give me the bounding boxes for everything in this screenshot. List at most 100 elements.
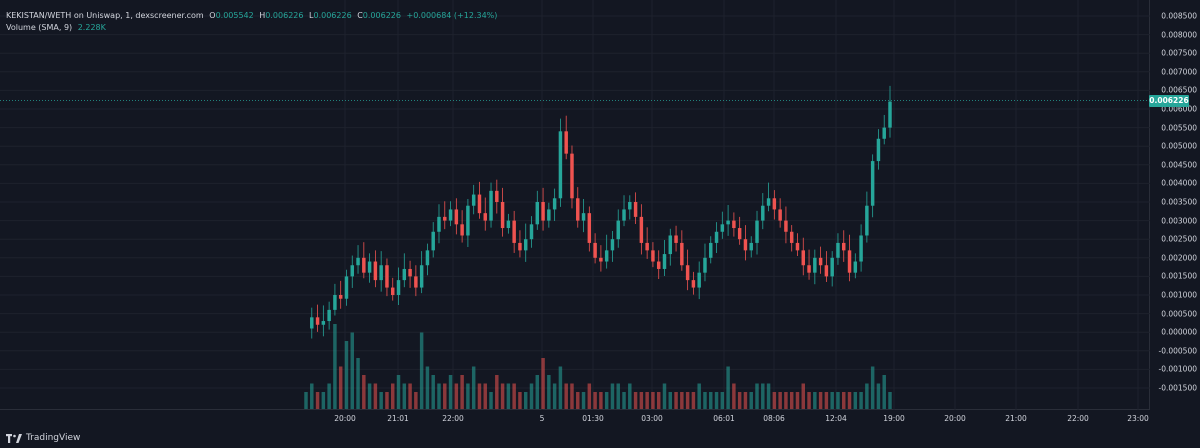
volume-bar [489,392,493,409]
candle-body [570,153,574,199]
time-axis-tick-label: 5 [539,414,545,423]
volume-bar [437,383,441,409]
volume-bar [529,383,534,409]
candle-body [558,131,563,199]
candle-body [772,198,777,210]
volume-bar [599,392,603,409]
candle-body [870,161,875,206]
candle-body [662,254,667,269]
volume-bar [477,383,482,409]
candle-body [315,317,320,325]
volume-bar [732,383,736,409]
price-chart[interactable] [0,0,1150,410]
volume-bar [576,392,580,409]
volume-bar [460,375,464,409]
volume-bar [876,383,881,409]
volume-bar [506,383,511,409]
candle-body [385,265,389,288]
price-axis-tick-label: 0.005500 [1161,123,1197,133]
candle-body [495,190,499,202]
volume-bar [680,392,684,409]
volume-bar [766,383,771,409]
candle-body [489,190,493,221]
time-axis[interactable]: 20:00 21:01 22:00 5 01:30 03:00 06:01 08:06 12:0… [0,410,1150,428]
volume-bar [425,366,430,409]
chart-pane[interactable]: KEKISTAN/WETH on Uniswap, 1, dexscreener… [0,0,1150,410]
volume-bar [789,392,794,409]
candle-body [448,209,453,221]
volume-bar [385,392,389,409]
volume-bar [847,392,852,409]
candle-body [656,261,661,269]
candle-body [443,216,447,221]
candle-body [593,242,597,258]
volume-bar [367,383,372,409]
candle-body [373,261,378,281]
candle-body [714,231,719,243]
candle-body [419,265,424,288]
time-axis-tick-label: 22:00 [442,414,464,423]
candle-body [853,261,858,273]
volume-bar [691,392,696,409]
volume-bar [685,392,690,409]
legend-open-label: O [209,11,216,20]
price-axis-tick-label: 0.002500 [1161,234,1197,244]
volume-bar [888,392,892,409]
candle-body [778,209,782,221]
time-axis-tick-label: 01:30 [582,414,604,423]
current-price-badge: 0.006226 [1149,94,1189,107]
candle-body [390,287,395,295]
volume-bar [616,383,620,409]
volume-bar [547,375,551,409]
volume-bar [396,375,401,409]
volume-bar [813,392,817,409]
tradingview-brand[interactable]: TradingView [6,431,80,445]
candle-body [327,309,331,322]
candle-body [807,265,811,273]
candle-body [454,209,459,225]
price-axis-tick-label: 0.003000 [1161,216,1197,226]
volume-bar [737,392,742,409]
candle-body [477,194,482,214]
price-axis-tick-label: 0.004000 [1161,178,1197,188]
candle-body [344,276,349,299]
time-axis-tick-label: 19:00 [883,414,905,423]
candle-body [836,242,840,258]
volume-bar [390,383,395,409]
volume-bar [749,392,753,409]
candle-body [338,295,343,299]
legend-close-label: C [357,11,363,20]
volume-bar [604,392,609,409]
candle-body [587,213,592,243]
candle-body [547,209,551,221]
candle-body [761,205,765,221]
chart-legend: KEKISTAN/WETH on Uniswap, 1, dexscreener… [6,10,497,34]
candle-body [830,257,834,277]
legend-change: +0.000684 (+12.34%) [406,11,498,20]
volume-bar [830,392,834,409]
price-axis[interactable]: 0.008500 0.008000 0.007500 0.007000 0.006500… [1150,0,1200,410]
legend-volume-label[interactable]: Volume (SMA, 9) [6,23,73,32]
candle-body [552,198,557,210]
volume-bar [356,358,360,409]
candle-body [842,242,846,251]
candle-body [581,213,586,221]
candle-body [333,295,337,310]
legend-open-value: 0.005542 [215,11,254,20]
volume-bar [772,392,777,409]
candle-body [471,194,476,206]
candle-body [425,250,430,266]
candle-body [674,235,678,243]
candle-body [824,265,829,277]
volume-bar [853,392,858,409]
price-axis-tick-label: 0.004500 [1161,160,1197,170]
volume-bar [448,375,453,409]
volume-bar [761,383,765,409]
legend-symbol[interactable]: KEKISTAN/WETH on Uniswap, 1, dexscreener… [6,11,204,20]
volume-bar [523,392,528,409]
volume-bar [645,392,649,409]
candle-body [697,272,701,288]
volume-bar [327,383,331,409]
volume-bar [304,392,308,409]
price-axis-tick-label: -0.001500 [1158,383,1198,393]
